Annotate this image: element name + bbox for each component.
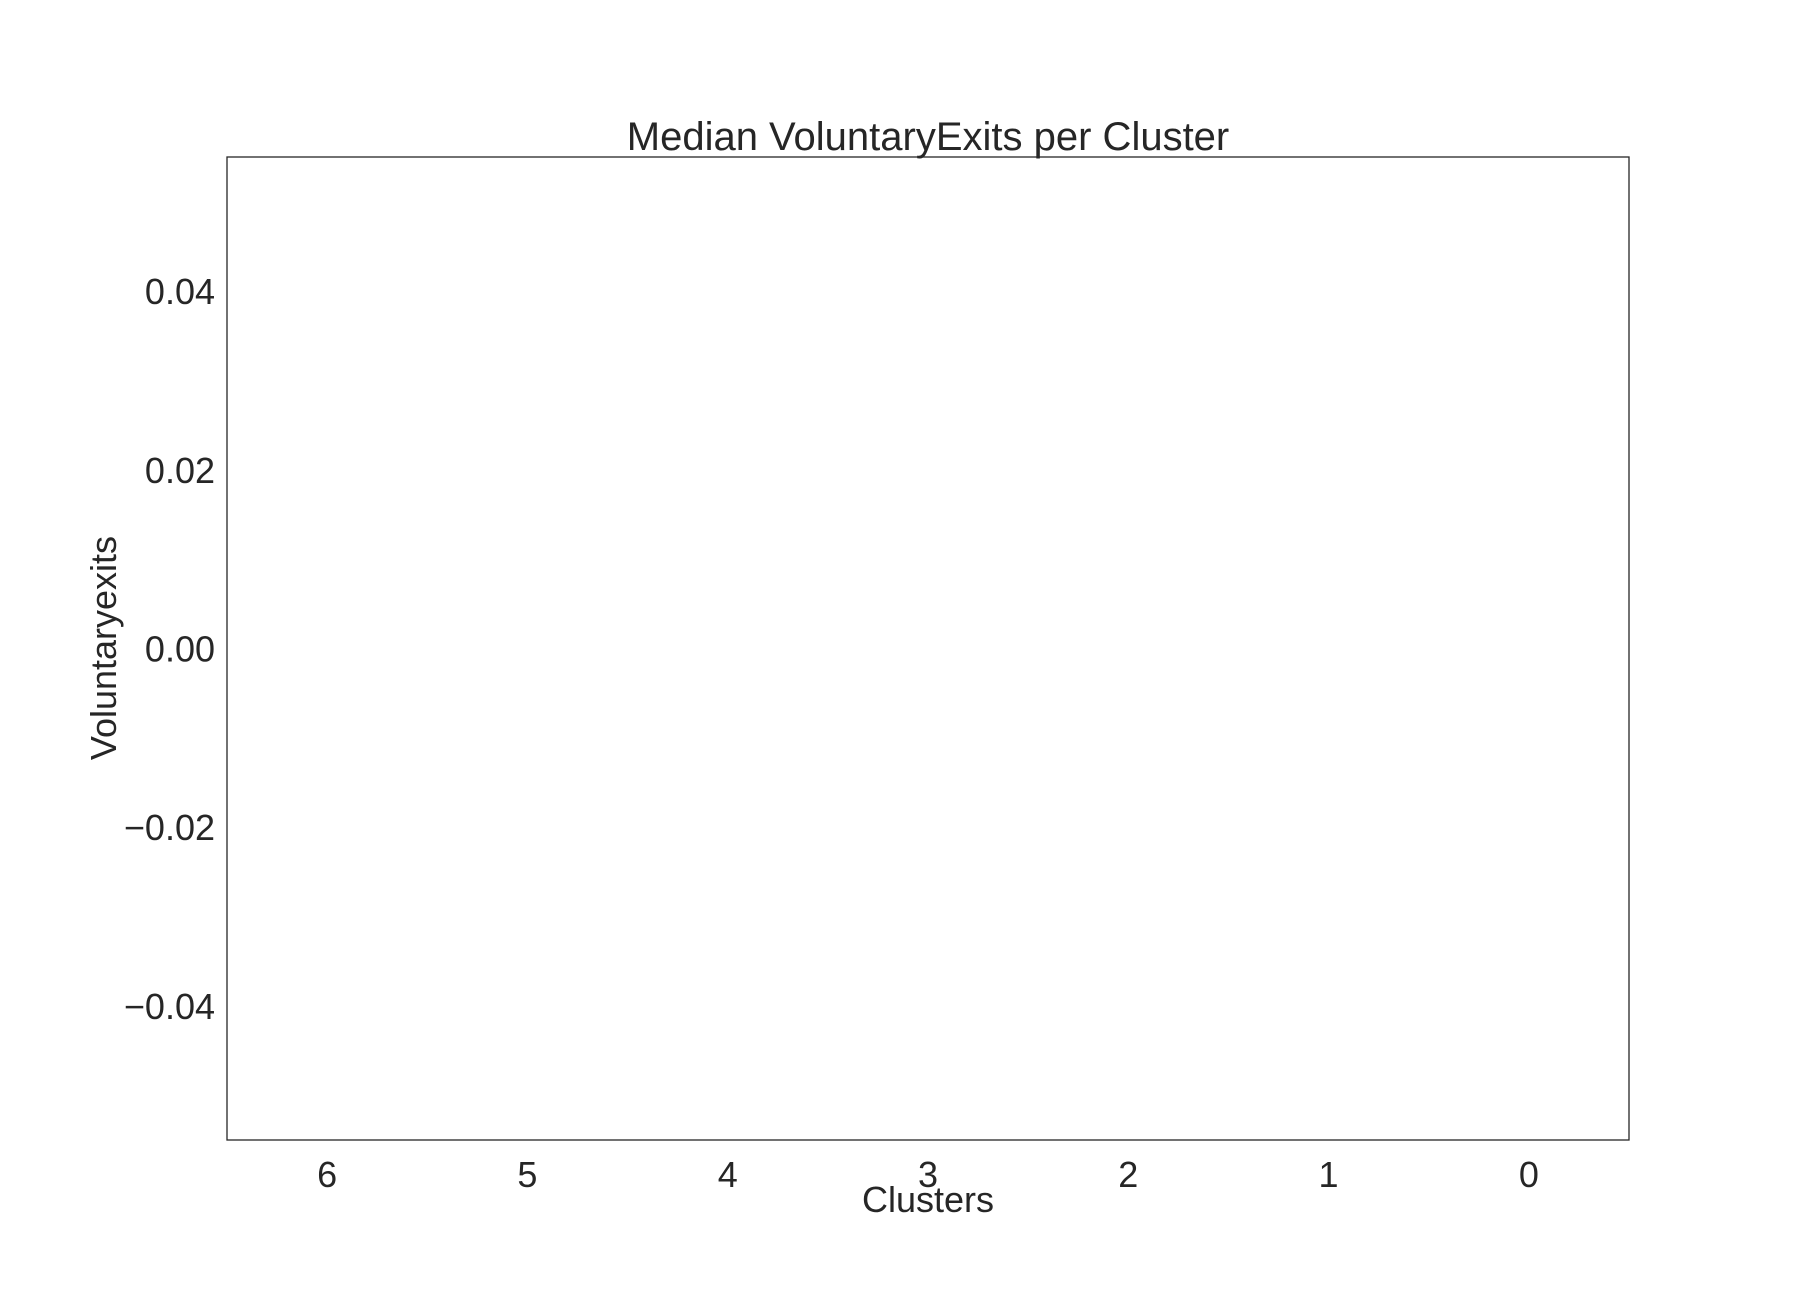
x-tick-label: 0 xyxy=(1519,1154,1539,1195)
y-axis-label: Voluntaryexits xyxy=(83,536,124,760)
x-tick-label: 1 xyxy=(1319,1154,1339,1195)
x-tick-label: 6 xyxy=(317,1154,337,1195)
y-tick-label: −0.02 xyxy=(124,807,215,848)
y-tick-label: −0.04 xyxy=(124,986,215,1027)
plot-area xyxy=(226,156,1630,1141)
y-tick-label: 0.04 xyxy=(145,271,215,312)
y-axis-ticks: 0.04 0.02 0.00 −0.02 −0.04 xyxy=(124,271,215,1027)
x-tick-label: 5 xyxy=(517,1154,537,1195)
chart-title: Median VoluntaryExits per Cluster xyxy=(627,115,1230,159)
x-tick-label: 3 xyxy=(918,1154,938,1195)
x-axis-ticks: 6 5 4 3 2 1 0 xyxy=(317,1154,1539,1195)
y-tick-label: 0.00 xyxy=(145,629,215,670)
x-axis-label: Clusters xyxy=(862,1179,994,1220)
x-tick-label: 2 xyxy=(1118,1154,1138,1195)
y-tick-label: 0.02 xyxy=(145,450,215,491)
x-tick-label: 4 xyxy=(718,1154,738,1195)
